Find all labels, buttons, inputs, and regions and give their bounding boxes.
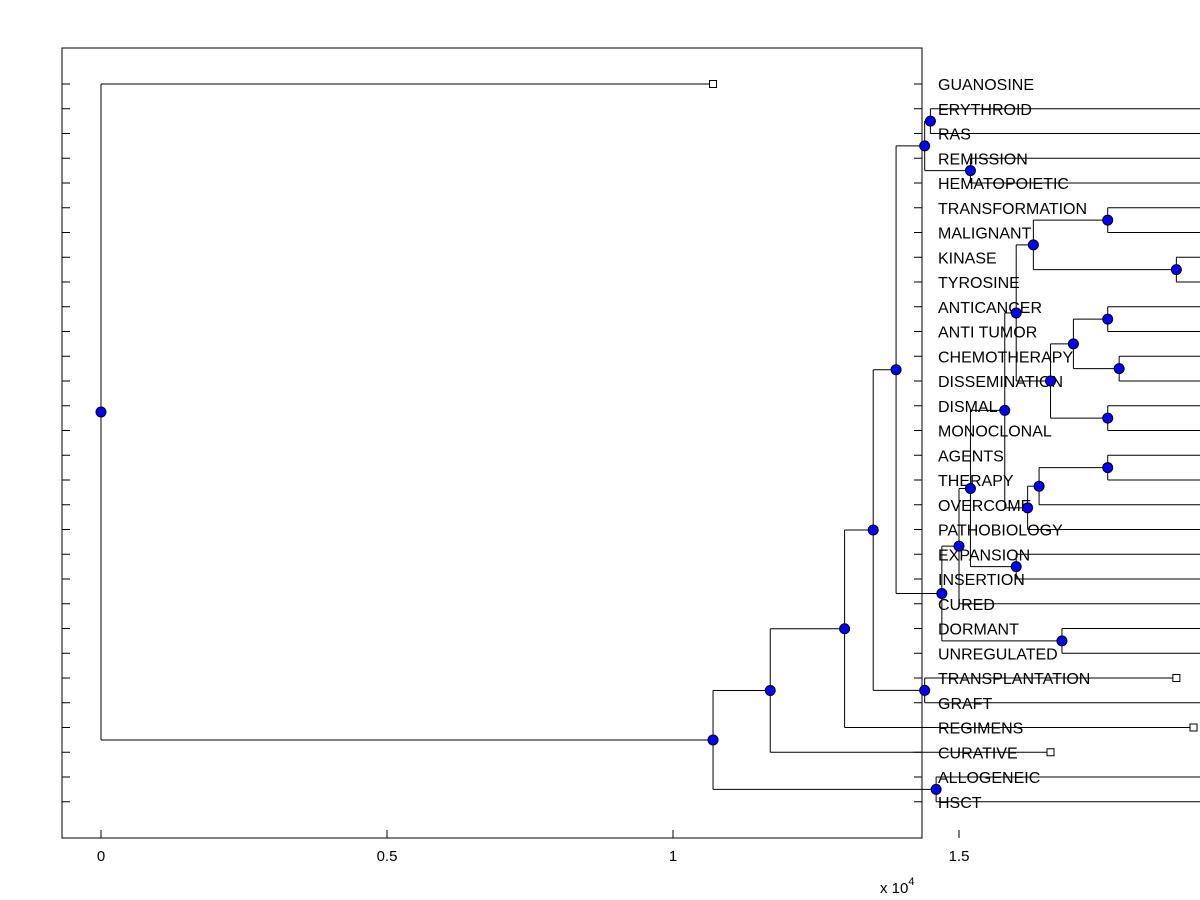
node-marker-n_ag_path (1022, 502, 1034, 514)
node-marker-n_mid_f (936, 588, 948, 600)
leaf-marker-transplantation (1172, 674, 1181, 682)
node-marker-n_dis_mono (1102, 412, 1114, 424)
node-marker-n_mid_e (953, 540, 965, 552)
leaf-label-guanosine: GUANOSINE (938, 77, 1034, 94)
node-marker-n_mid_a (1045, 375, 1057, 387)
node-marker-n_ag_th (1102, 462, 1114, 474)
leaf-label-curative: CURATIVE (938, 745, 1018, 762)
leaf-label-unregulated: UNREGULATED (938, 646, 1058, 663)
leaf-label-remission: REMISSION (938, 151, 1028, 168)
leaf-label-tyrosine: TYROSINE (938, 275, 1020, 292)
leaf-label-graft: GRAFT (938, 696, 992, 713)
leaf-label-overcome: OVERCOME (938, 498, 1031, 515)
leaf-label-allogeneic: ALLOGENEIC (938, 770, 1040, 787)
leaf-label-monoclonal: MONOCLONAL (938, 424, 1052, 441)
leaf-label-dormant: DORMANT (938, 622, 1019, 639)
leaf-label-agents: AGENTS (938, 448, 1004, 465)
leaf-label-regimens: REGIMENS (938, 721, 1023, 738)
x-tick-label-0.5: 0.5 (377, 848, 398, 865)
leaf-label-cured: CURED (938, 597, 995, 614)
node-marker-n_mid_i (839, 623, 851, 635)
axis-ticks: 00.511.522.5 (62, 83, 970, 865)
leaf-label-transformation: TRANSFORMATION (938, 201, 1087, 218)
x-tick-label-1: 1 (669, 848, 677, 865)
node-marker-n_dor_unr (1056, 635, 1068, 647)
node-marker-n_er_ras (924, 115, 936, 127)
leaf-label-insertion: INSERTION (938, 572, 1025, 589)
node-marker-n_root (95, 406, 107, 418)
node-marker-n_mid_c (999, 404, 1011, 416)
node-marker-n_mid_j (764, 685, 776, 697)
leaf-label-anticancer: ANTICANCER (938, 300, 1042, 317)
node-marker-n_tmkt (1027, 239, 1039, 251)
leaf-label-therapy: THERAPY (938, 473, 1014, 490)
leaf-label-transplantation: TRANSPLANTATION (938, 671, 1090, 688)
node-marker-n_mid_g (890, 364, 902, 376)
leaf-label-pathobiology: PATHOBIOLOGY (938, 523, 1063, 540)
node-markers (95, 80, 1198, 795)
node-marker-n_chemo_dis (1113, 363, 1125, 375)
node-marker-n_ag_over (1033, 480, 1045, 492)
leaf-marker-guanosine (709, 80, 718, 88)
leaf-label-anti-tumor: ANTI TUMOR (938, 325, 1037, 342)
node-marker-n_rem_hem (964, 165, 976, 177)
leaf-marker-curative (1046, 748, 1055, 757)
leaf-label-dismal: DISMAL (938, 399, 998, 416)
leaf-label-expansion: EXPANSION (938, 547, 1030, 564)
leaf-label-erythroid: ERYTHROID (938, 102, 1032, 119)
node-marker-n_allo_hsct (930, 783, 942, 795)
node-marker-n_kin_tyr (1170, 264, 1182, 276)
node-marker-n_anti_chemo (1067, 338, 1079, 350)
leaf-marker-regimens (1189, 723, 1198, 732)
node-marker-n_mid_h (867, 524, 879, 536)
node-marker-n_mid_b (1010, 307, 1022, 319)
leaf-label-chemotherapy: CHEMOTHERAPY (938, 349, 1073, 366)
node-marker-n_mid_k (707, 734, 719, 746)
node-marker-n_mid_d (964, 483, 976, 495)
leaf-label-hsct: HSCT (938, 795, 982, 812)
node-marker-n_exp_ins (1010, 561, 1022, 573)
node-marker-n_tr_mal (1102, 214, 1114, 226)
leaf-label-kinase: KINASE (938, 250, 997, 267)
leaf-label-malignant: MALIGNANT (938, 226, 1032, 243)
leaf-label-dissemination: DISSEMINATION (938, 374, 1063, 391)
x-multiplier-label: x 104 (880, 876, 914, 897)
plot-area (61, 47, 923, 839)
x-tick-label-0: 0 (97, 848, 105, 865)
leaf-label-ras: RAS (938, 127, 971, 144)
node-marker-n_trans_graft (919, 684, 931, 696)
x-tick-label-1.5: 1.5 (949, 848, 970, 865)
node-marker-n_anti (1102, 313, 1114, 325)
leaf-labels: GUANOSINE ERYTHROID RAS REMISSION HEMATOPOIE… (938, 77, 1090, 812)
node-marker-n_top4 (919, 140, 931, 152)
leaf-label-hematopoietic: HEMATOPOIETIC (938, 176, 1069, 193)
